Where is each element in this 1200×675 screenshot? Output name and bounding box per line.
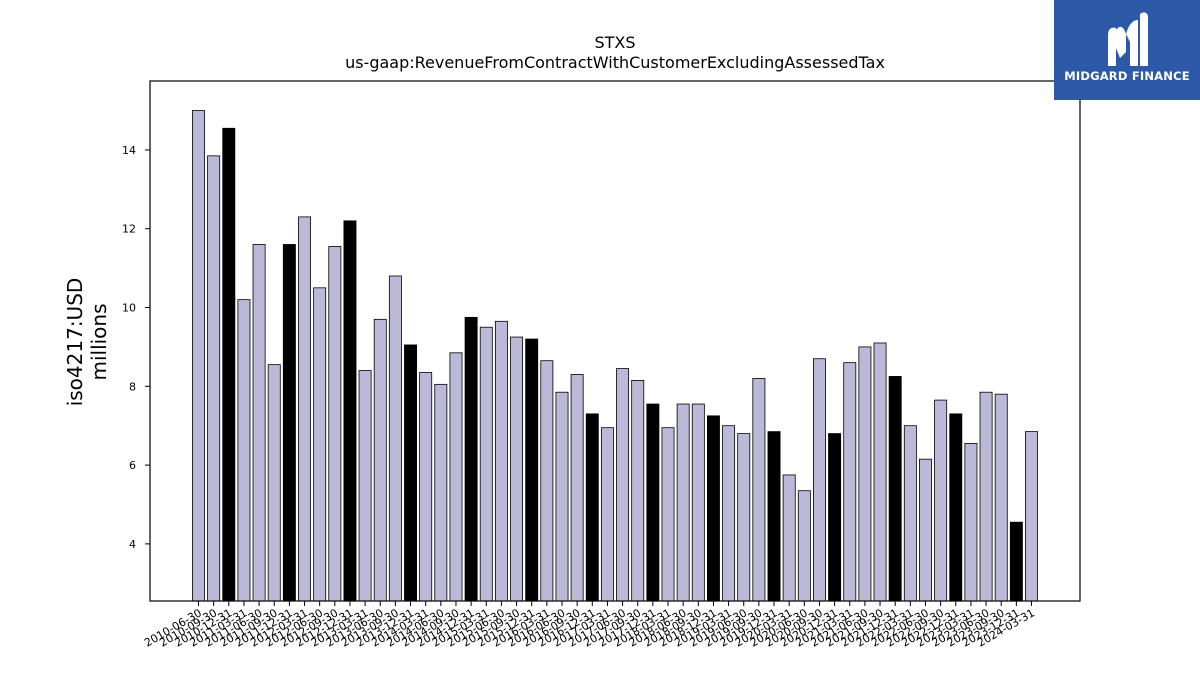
bar-2016-09-30 bbox=[570, 374, 584, 602]
bar-2020-03-31 bbox=[782, 474, 796, 602]
bar-2020-09-30 bbox=[813, 358, 826, 602]
bar-2017-09-30 bbox=[631, 379, 645, 602]
bar-2022-06-30 bbox=[919, 458, 932, 602]
bar-2018-12-31 bbox=[706, 415, 720, 602]
y-tick-label: 8 bbox=[129, 380, 136, 393]
bar-2017-06-30 bbox=[616, 368, 630, 602]
y-tick-label: 10 bbox=[122, 302, 136, 315]
bar-2011-03-31 bbox=[237, 299, 251, 602]
bar-2017-12-31 bbox=[646, 403, 660, 602]
bar-2022-09-30 bbox=[934, 399, 948, 602]
bar-2023-09-30 bbox=[994, 393, 1008, 602]
bar-2014-03-31 bbox=[419, 372, 433, 602]
bar-2021-12-31 bbox=[888, 376, 902, 602]
midgard-logo-icon bbox=[1108, 12, 1148, 66]
bar-2015-09-30 bbox=[510, 336, 524, 602]
bar-2020-06-30 bbox=[797, 490, 811, 602]
y-tick-label: 6 bbox=[129, 459, 136, 472]
bar-2021-06-30 bbox=[858, 346, 872, 602]
chart-title: STXS bbox=[594, 33, 635, 52]
bar-2021-03-31 bbox=[843, 362, 857, 602]
bar-2019-06-30 bbox=[737, 433, 751, 602]
bar-2014-09-30 bbox=[449, 352, 463, 602]
midgard-finance-logo: MIDGARD FINANCE bbox=[1054, 0, 1200, 100]
bar-2014-12-31 bbox=[464, 316, 478, 602]
bar-2017-03-31 bbox=[600, 427, 614, 602]
bar-2024-03-31 bbox=[1025, 431, 1038, 602]
bar-2018-03-31 bbox=[661, 427, 675, 602]
chart-subtitle: us-gaap:RevenueFromContractWithCustomerE… bbox=[345, 53, 885, 72]
y-tick-label: 12 bbox=[122, 223, 136, 236]
bar-2015-03-31 bbox=[479, 326, 493, 602]
bar-2019-03-31 bbox=[722, 425, 736, 602]
plot-frame bbox=[149, 80, 1081, 602]
bar-2012-12-31 bbox=[343, 220, 357, 602]
bar-2011-06-30 bbox=[252, 244, 266, 602]
bar-2012-03-31 bbox=[298, 216, 311, 602]
bar-2013-09-30 bbox=[388, 275, 402, 602]
bar-2023-06-30 bbox=[979, 391, 993, 602]
bar-2019-12-31 bbox=[767, 431, 781, 602]
bar-2010-09-30 bbox=[207, 155, 221, 602]
bar-2010-06-30 bbox=[192, 110, 205, 602]
bar-2011-12-31 bbox=[282, 244, 296, 602]
bar-2019-09-30 bbox=[752, 378, 766, 602]
bar-2010-12-31 bbox=[222, 127, 236, 602]
bar-2021-09-30 bbox=[873, 342, 887, 602]
bar-2013-12-31 bbox=[404, 344, 418, 602]
bar-2018-06-30 bbox=[676, 403, 690, 602]
bar-2016-03-31 bbox=[540, 360, 554, 602]
bar-2018-09-30 bbox=[691, 403, 705, 602]
bar-2015-06-30 bbox=[494, 320, 508, 602]
bar-2016-12-31 bbox=[585, 413, 599, 602]
bar-2012-06-30 bbox=[313, 287, 327, 602]
logo-wordmark: MIDGARD FINANCE bbox=[1064, 69, 1190, 83]
bar-2020-12-31 bbox=[828, 433, 842, 602]
y-axis-label-unit: iso4217:USD bbox=[63, 278, 87, 407]
bar-2013-06-30 bbox=[373, 318, 387, 602]
bar-2023-12-31 bbox=[1009, 521, 1023, 602]
bar-2016-06-30 bbox=[555, 391, 569, 602]
bar-2011-09-30 bbox=[267, 364, 281, 602]
bar-2012-09-30 bbox=[328, 246, 342, 602]
y-axis-label-scale: millions bbox=[87, 303, 111, 380]
bar-2013-03-31 bbox=[358, 370, 372, 602]
bar-2014-06-30 bbox=[434, 383, 448, 602]
y-tick-label: 4 bbox=[129, 538, 136, 551]
bar-2022-03-31 bbox=[903, 425, 917, 602]
bar-2022-12-31 bbox=[949, 413, 963, 602]
y-tick-label: 14 bbox=[122, 144, 136, 157]
bar-2015-12-31 bbox=[525, 338, 539, 602]
bar-2023-03-31 bbox=[964, 443, 978, 602]
